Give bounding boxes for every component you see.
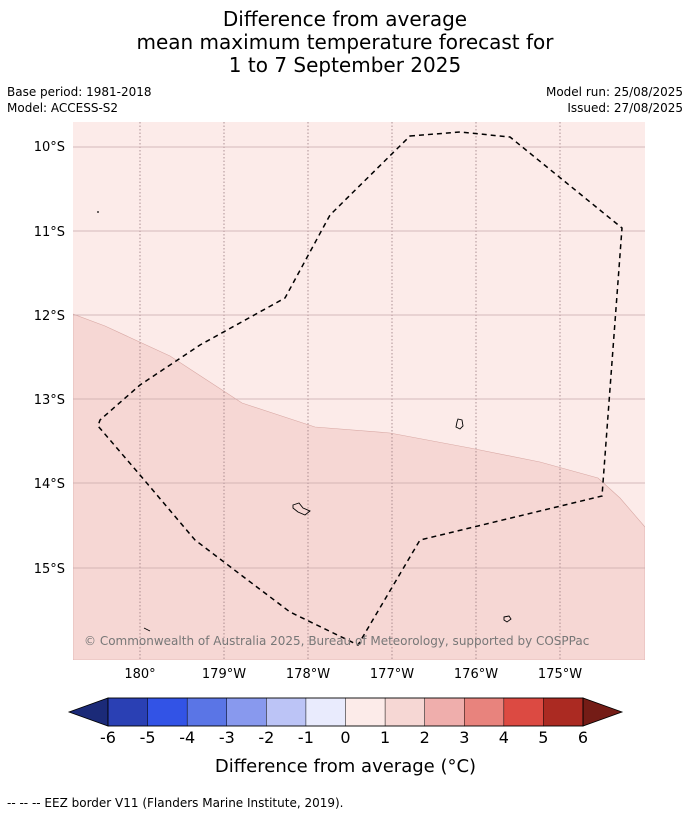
colorbar-tick: -6: [100, 728, 116, 747]
colorbar-segment: [543, 697, 584, 727]
colorbar-min-arrow: [67, 697, 109, 727]
colorbar-segments: [107, 697, 584, 727]
title-line-1: Difference from average: [222, 7, 468, 31]
colorbar-tick: 5: [538, 728, 548, 747]
colorbar-tick: -4: [179, 728, 195, 747]
colorbar-tick: -3: [219, 728, 235, 747]
eez-border: [97, 131, 623, 646]
lat-tick-label: 11°S: [34, 225, 65, 240]
eez-legend-note: -- -- -- EEZ border V11 (Flanders Marine…: [7, 796, 344, 810]
lat-tick-label: 12°S: [34, 309, 65, 324]
latitude-gridlines: [73, 146, 645, 569]
colorbar-label: Difference from average (°C): [215, 756, 476, 777]
model-run: Model run: 25/08/2025: [545, 85, 683, 99]
latitude-tick-labels: 10°S 11°S 12°S 13°S 14°S 15°S: [34, 140, 65, 577]
colorbar-segment: [464, 697, 505, 727]
colorbar-segment: [186, 697, 228, 727]
title-line-2: mean maximum temperature forecast for: [136, 30, 554, 54]
island-wallis: [455, 418, 464, 430]
islet-north: [97, 211, 99, 213]
meta-right: Model run: 25/08/2025 Issued: 27/08/2025: [546, 84, 683, 116]
lat-tick-label: 15°S: [34, 562, 65, 577]
issued-date: Issued: 27/08/2025: [567, 101, 683, 115]
colorbar-tick: -2: [258, 728, 274, 747]
colorbar-tick: -5: [140, 728, 156, 747]
model-name: Model: ACCESS-S2: [7, 101, 119, 115]
colorbar-tick-labels: -6 -5 -4 -3 -2 -1 0 1 2 3 4 5 6: [100, 728, 588, 747]
colorbar-tick: -1: [298, 728, 314, 747]
base-period: Base period: 1981-2018: [7, 85, 152, 99]
lon-tick-label: 180°: [124, 667, 155, 682]
colorbar-segment: [107, 697, 149, 727]
lon-tick-label: 175°W: [538, 667, 582, 682]
colorbar-segment: [345, 697, 386, 727]
islet-southwest: [143, 627, 151, 632]
lat-tick-label: 14°S: [34, 477, 65, 492]
colorbar-segment: [266, 697, 307, 727]
lon-tick-label: 179°W: [202, 667, 246, 682]
lat-tick-label: 13°S: [34, 393, 65, 408]
colorbar-segment: [424, 697, 465, 727]
colorbar-segment: [384, 697, 426, 727]
colorbar-tick: 4: [499, 728, 509, 747]
colorbar-segment: [503, 697, 544, 727]
colorbar-tick: 1: [380, 728, 390, 747]
lat-tick-label: 10°S: [34, 140, 65, 155]
lon-tick-label: 178°W: [286, 667, 330, 682]
title-line-3: 1 to 7 September 2025: [228, 53, 462, 77]
colorbar-tick: 6: [578, 728, 588, 747]
colorbar-tick: 0: [340, 728, 350, 747]
island-futuna: [292, 502, 311, 516]
longitude-tick-labels: 180° 179°W 178°W 177°W 176°W 175°W: [124, 667, 582, 682]
island-small-east: [503, 615, 512, 623]
map-title: Difference from average mean maximum tem…: [0, 8, 690, 77]
colorbar-tick: 2: [420, 728, 430, 747]
lon-tick-label: 176°W: [454, 667, 498, 682]
colorbar-max-arrow: [582, 697, 624, 727]
colorbar-tick: 3: [459, 728, 469, 747]
lon-tick-label: 177°W: [370, 667, 414, 682]
anomaly-zone-1-to-2: [73, 313, 645, 660]
colorbar-frame: [107, 697, 584, 727]
colorbar-segment: [305, 697, 347, 727]
meta-left: Base period: 1981-2018 Model: ACCESS-S2: [7, 84, 152, 116]
colorbar-segment: [147, 697, 188, 727]
island-outlines: [97, 211, 512, 632]
longitude-gridlines: [139, 122, 561, 660]
map-area: © Commonwealth of Australia 2025, Bureau…: [73, 122, 645, 660]
colorbar-segment: [226, 697, 267, 727]
colorbar: -6 -5 -4 -3 -2 -1 0 1 2 3 4 5 6 Differen…: [67, 697, 624, 777]
copyright-notice: © Commonwealth of Australia 2025, Bureau…: [84, 634, 589, 648]
